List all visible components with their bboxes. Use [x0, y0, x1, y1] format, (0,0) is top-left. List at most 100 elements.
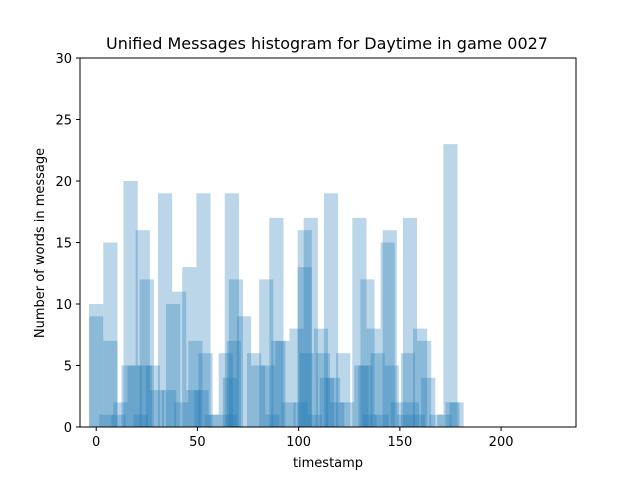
histogram-bar-48	[297, 267, 312, 427]
histogram-bar-9	[127, 365, 142, 427]
histogram-bar-71	[390, 402, 405, 427]
histogram-bar-45	[289, 328, 304, 427]
histogram-bar-74	[400, 353, 416, 427]
x-axis: 0 50 100 150 200	[92, 427, 514, 450]
histogram-bar-14	[145, 365, 160, 427]
histogram-bar-13	[133, 414, 148, 427]
y-tick-label: 15	[55, 237, 72, 252]
histogram-bar-18	[166, 304, 181, 427]
histogram-bar-5	[111, 414, 126, 427]
histogram-bar-55	[323, 193, 339, 427]
y-tick-label: 20	[55, 175, 72, 190]
histogram-bar-2	[103, 242, 118, 427]
histogram-bar-1	[89, 316, 104, 427]
histogram-bar-44	[281, 402, 296, 427]
x-tick-label: 50	[189, 435, 206, 450]
histogram-bar-11	[139, 279, 154, 427]
histogram-bar-82	[443, 144, 458, 427]
histogram-bar-68	[380, 242, 395, 427]
histogram-bar-53	[315, 353, 331, 427]
histogram-bar-23	[186, 390, 201, 427]
histogram-bar-31	[222, 414, 237, 427]
histogram-bar-61	[354, 365, 369, 427]
histogram-bar-6	[113, 402, 128, 427]
histogram-bar-20	[174, 402, 189, 427]
bars-layer	[89, 144, 464, 427]
histogram-bar-75	[404, 402, 420, 427]
histogram-bar-66	[370, 353, 385, 427]
histogram-bar-40	[265, 414, 280, 427]
histogram-bar-46	[293, 402, 308, 427]
x-tick-label: 150	[387, 435, 412, 450]
histogram-bar-19	[172, 291, 187, 427]
histogram-bar-4	[99, 414, 114, 427]
histogram-bar-15	[149, 390, 165, 427]
histogram-bar-28	[208, 414, 223, 427]
y-tick-label: 0	[64, 421, 72, 436]
histogram-bar-3	[103, 340, 118, 427]
histogram-bar-26	[194, 390, 209, 427]
histogram-bar-25	[198, 353, 213, 427]
histogram-bar-79	[421, 377, 436, 427]
histogram-bar-47	[297, 230, 312, 427]
histogram-bar-32	[224, 193, 239, 427]
histogram-bar-70	[384, 365, 399, 427]
histogram-bar-38	[259, 279, 274, 427]
histogram-bar-17	[161, 390, 177, 427]
histogram-bar-52	[313, 328, 328, 427]
y-axis: 0 5 10 15 20 25 30	[55, 52, 80, 436]
histogram-bar-69	[382, 230, 397, 427]
histogram-bar-50	[303, 217, 318, 427]
histogram-bar-83	[445, 402, 460, 427]
histogram-bar-30	[222, 377, 237, 427]
histogram-bar-72	[396, 414, 412, 427]
histogram-bar-54	[319, 377, 335, 427]
y-tick-label: 10	[55, 298, 72, 313]
y-axis-label: Number of words in message	[33, 148, 48, 338]
x-tick-label: 100	[286, 435, 311, 450]
y-tick-label: 25	[55, 114, 72, 129]
histogram-bar-12	[137, 365, 152, 427]
histogram-bar-81	[437, 414, 452, 427]
histogram-bar-39	[261, 365, 276, 427]
y-tick-label: 5	[64, 360, 72, 375]
histogram-bar-62	[358, 365, 373, 427]
histogram-bar-63	[360, 279, 375, 427]
histogram-bar-21	[182, 267, 197, 427]
x-axis-label: timestamp	[293, 456, 363, 471]
histogram-bar-16	[157, 193, 173, 427]
chart-title: Unified Messages histogram for Daytime i…	[106, 34, 548, 53]
histogram-bar-41	[269, 217, 284, 427]
histogram-bar-33	[228, 279, 243, 427]
histogram-bar-84	[449, 402, 464, 427]
histogram-bar-24	[196, 193, 211, 427]
histogram-bar-34	[226, 340, 241, 427]
x-tick-label: 0	[92, 435, 100, 450]
histogram-bar-67	[374, 414, 389, 427]
histogram-bar-37	[251, 365, 266, 427]
histogram-bar-43	[275, 340, 290, 427]
histogram-bar-51	[307, 414, 322, 427]
histogram-bar-36	[247, 353, 262, 427]
histogram-bar-58	[336, 353, 351, 427]
histogram-bar-27	[204, 414, 219, 427]
histogram-bar-42	[271, 340, 286, 427]
histogram-bar-22	[188, 340, 203, 427]
histogram-bar-65	[362, 414, 377, 427]
histogram-bar-35	[236, 316, 252, 427]
x-tick-label: 200	[489, 435, 514, 450]
histogram-bar-29	[218, 353, 233, 427]
histogram-bar-10	[135, 230, 150, 427]
histogram-bar-60	[352, 217, 367, 427]
histogram-bar-7	[123, 181, 138, 427]
histogram-bar-56	[325, 377, 341, 427]
histogram-bar-64	[366, 328, 381, 427]
histogram-bar-59	[340, 402, 355, 427]
histogram-bar-57	[330, 402, 345, 427]
y-tick-label: 30	[55, 52, 72, 67]
histogram-bar-78	[411, 414, 426, 427]
histogram-bar-77	[417, 340, 432, 427]
histogram-bar-0	[89, 304, 104, 427]
histogram-bar-80	[429, 414, 444, 427]
